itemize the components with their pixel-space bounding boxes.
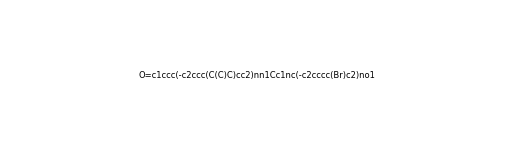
Text: O=c1ccc(-c2ccc(C(C)C)cc2)nn1Cc1nc(-c2cccc(Br)c2)no1: O=c1ccc(-c2ccc(C(C)C)cc2)nn1Cc1nc(-c2ccc… [139, 71, 375, 80]
